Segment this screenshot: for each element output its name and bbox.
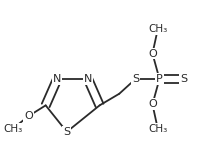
Text: O: O xyxy=(24,111,33,121)
Text: O: O xyxy=(148,49,157,59)
Text: CH₃: CH₃ xyxy=(3,124,22,134)
Text: S: S xyxy=(63,127,70,137)
Text: N: N xyxy=(53,74,61,84)
Text: S: S xyxy=(180,74,187,84)
Text: P: P xyxy=(156,74,163,84)
Text: O: O xyxy=(148,99,157,109)
Text: N: N xyxy=(84,74,92,84)
Text: CH₃: CH₃ xyxy=(148,124,167,134)
Text: S: S xyxy=(132,74,139,84)
Text: CH₃: CH₃ xyxy=(148,24,167,34)
